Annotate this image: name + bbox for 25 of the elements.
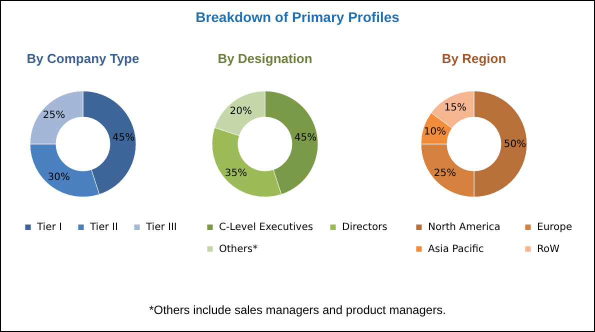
data-label: 50%: [504, 139, 526, 150]
data-label: 45%: [294, 132, 317, 144]
text: Breakdown of Primary Profiles: [194, 9, 400, 25]
legend-label: Asia Pacific: [428, 244, 484, 255]
chart-title: By Company Type: [26, 51, 139, 66]
data-label: 30%: [47, 172, 70, 184]
legend-label: Tier II: [88, 222, 118, 234]
data-label: 35%: [224, 168, 248, 179]
chart-title: By Region: [442, 51, 506, 66]
data-label: 25%: [434, 168, 456, 179]
legend-label: Tier I: [36, 222, 62, 234]
legend-label: North America: [428, 222, 500, 234]
data-label: 15%: [444, 102, 467, 114]
text: *Others include sales managers and product managers.: [148, 303, 447, 317]
data-label: 45%: [112, 132, 134, 144]
data-label: 10%: [424, 126, 446, 138]
legend-label: Directors: [342, 222, 388, 234]
legend-label: C-Level Executives: [219, 222, 314, 234]
data-label: 25%: [42, 110, 65, 122]
chart-title: By Designation: [218, 51, 312, 66]
legend-label: RoW: [537, 244, 560, 255]
legend-label: Others*: [219, 244, 258, 255]
legend-label: Europe: [537, 222, 572, 234]
data-label: 20%: [230, 106, 252, 117]
legend-label: Tier III: [144, 222, 176, 234]
